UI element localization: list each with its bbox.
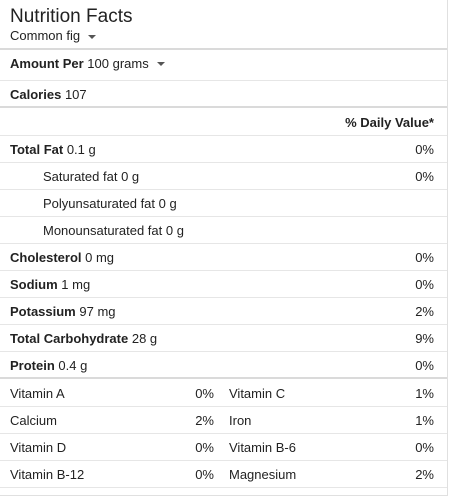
- nutrient-row-total-carbohydrate: Total Carbohydrate 28 g 9%: [0, 325, 447, 351]
- vitamin-pct: 0%: [195, 466, 214, 482]
- nutrient-row-total-fat: Total Fat 0.1 g 0%: [0, 136, 447, 162]
- divider: [0, 324, 447, 325]
- nutrient-label: Polyunsaturated fat: [43, 195, 156, 211]
- nutrient-pct: 9%: [415, 330, 434, 346]
- nutrient-label: Sodium: [10, 276, 58, 292]
- vitamin-row: Calcium 2% Iron 1%: [0, 407, 447, 433]
- nutrient-row-protein: Protein 0.4 g 0%: [0, 352, 447, 378]
- nutrient-amount: 0 g: [158, 195, 177, 211]
- vitamin-pct: 0%: [415, 439, 434, 455]
- chevron-down-icon: [88, 34, 97, 39]
- daily-value-header: % Daily Value*: [345, 114, 434, 130]
- vitamin-label: Vitamin B-6: [229, 439, 296, 455]
- divider: [0, 106, 447, 108]
- nutrient-row-cholesterol: Cholesterol 0 mg 0%: [0, 244, 447, 270]
- nutrient-label: Saturated fat: [43, 168, 118, 184]
- nutrient-pct: 0%: [415, 357, 434, 373]
- vitamin-row: Vitamin D 0% Vitamin B-6 0%: [0, 434, 447, 460]
- nutrient-amount: 28 g: [131, 330, 158, 346]
- divider: [0, 48, 447, 50]
- divider: [0, 487, 447, 488]
- nutrient-label: Protein: [10, 357, 55, 373]
- divider: [0, 460, 447, 461]
- divider: [0, 162, 447, 163]
- vitamin-pct: 1%: [415, 385, 434, 401]
- calories-value: 107: [64, 86, 87, 102]
- nutrient-amount: 0 g: [121, 168, 140, 184]
- vitamin-label: Iron: [229, 412, 252, 428]
- vitamin-row: Vitamin A 0% Vitamin C 1%: [0, 380, 447, 406]
- nutrient-pct: 0%: [415, 168, 434, 184]
- amount-row: Amount Per 100 grams: [0, 52, 447, 74]
- divider: [0, 377, 447, 379]
- vitamin-label: Magnesium: [229, 466, 297, 482]
- calories-label: Calories: [10, 86, 62, 102]
- vitamin-label: Vitamin D: [10, 439, 67, 455]
- divider: [0, 297, 447, 298]
- nutrient-amount: 1 mg: [61, 276, 91, 292]
- nutrient-label: Potassium: [10, 303, 76, 319]
- vitamin-pct: 0%: [195, 385, 214, 401]
- vitamin-label: Calcium: [10, 412, 57, 428]
- nutrient-amount: 0 g: [165, 222, 184, 238]
- vitamin-label: Vitamin B-12: [10, 466, 85, 482]
- nutrient-amount: 0 mg: [85, 249, 115, 265]
- divider: [0, 216, 447, 217]
- calories-row: Calories 107: [0, 82, 447, 106]
- vitamin-label: Vitamin C: [229, 385, 286, 401]
- serving-selector[interactable]: Amount Per 100 grams: [10, 56, 165, 71]
- divider: [0, 80, 447, 81]
- nutrition-facts-panel: Nutrition Facts Common fig Amount Per 10…: [0, 0, 448, 496]
- nutrient-row-monounsaturated-fat: Monounsaturated fat 0 g: [0, 217, 447, 243]
- nutrient-pct: 0%: [415, 141, 434, 157]
- panel-title: Nutrition Facts: [10, 6, 133, 27]
- amount-value: 100 grams: [87, 55, 149, 71]
- food-selector[interactable]: Common fig: [10, 28, 97, 43]
- daily-value-header-row: % Daily Value*: [0, 110, 447, 134]
- nutrient-label: Cholesterol: [10, 249, 82, 265]
- divider: [0, 351, 447, 352]
- nutrient-pct: 0%: [415, 276, 434, 292]
- nutrient-pct: 0%: [415, 249, 434, 265]
- divider: [0, 189, 447, 190]
- nutrient-label: Total Carbohydrate: [10, 330, 129, 346]
- divider: [0, 270, 447, 271]
- amount-label: Amount Per: [10, 55, 84, 71]
- vitamin-row: Vitamin B-12 0% Magnesium 2%: [0, 461, 447, 487]
- vitamin-pct: 0%: [195, 439, 214, 455]
- nutrient-amount: 0.4 g: [58, 357, 88, 373]
- nutrient-row-polyunsaturated-fat: Polyunsaturated fat 0 g: [0, 190, 447, 216]
- vitamin-pct: 2%: [415, 466, 434, 482]
- vitamin-pct: 2%: [195, 412, 214, 428]
- divider: [0, 135, 447, 136]
- food-name: Common fig: [10, 28, 81, 43]
- nutrient-row-potassium: Potassium 97 mg 2%: [0, 298, 447, 324]
- nutrient-row-sodium: Sodium 1 mg 0%: [0, 271, 447, 297]
- nutrient-amount: 97 mg: [79, 303, 116, 319]
- nutrient-label: Monounsaturated fat: [43, 222, 163, 238]
- nutrient-row-saturated-fat: Saturated fat 0 g 0%: [0, 163, 447, 189]
- nutrient-label: Total Fat: [10, 141, 64, 157]
- divider: [0, 243, 447, 244]
- nutrient-pct: 2%: [415, 303, 434, 319]
- divider: [0, 406, 447, 407]
- vitamin-label: Vitamin A: [10, 385, 65, 401]
- nutrient-amount: 0.1 g: [66, 141, 96, 157]
- divider: [0, 433, 447, 434]
- chevron-down-icon: [156, 62, 165, 66]
- vitamin-pct: 1%: [415, 412, 434, 428]
